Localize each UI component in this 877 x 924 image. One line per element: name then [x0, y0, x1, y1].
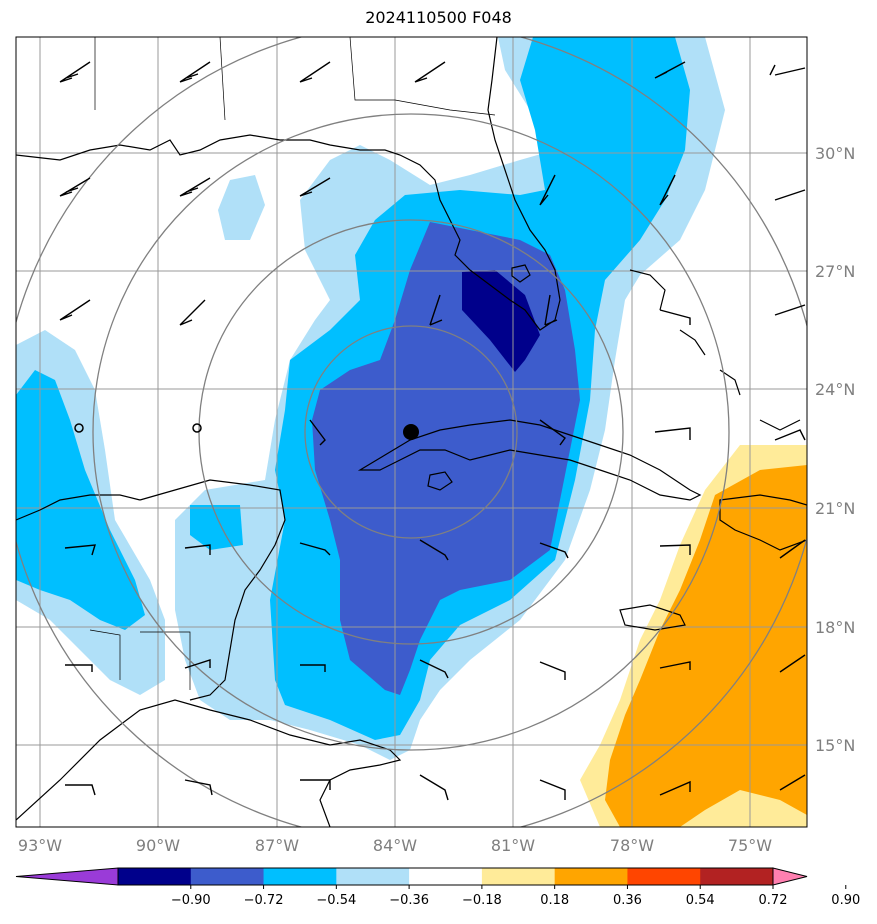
lat-label: 15°N	[815, 736, 855, 755]
lat-label: 21°N	[815, 499, 855, 518]
colorbar-segment	[627, 868, 701, 885]
anomaly-navy-fill	[462, 270, 540, 372]
lon-label: 78°W	[610, 836, 654, 855]
anomaly-orange-fill	[605, 465, 807, 827]
map-frame	[15, 36, 808, 828]
lon-label: 90°W	[136, 836, 180, 855]
colorbar-tick-label: −0.90	[171, 893, 211, 908]
calm-wind-circle	[192, 423, 202, 433]
colorbar-tick-label: −0.54	[316, 893, 356, 908]
wind-barbs	[59, 61, 806, 801]
colorbar-tick-label: 0.90	[831, 893, 860, 908]
colorbar-tick-label: 0.72	[759, 893, 788, 908]
lon-label: 75°W	[728, 836, 772, 855]
colorbar-extend-low	[15, 867, 119, 886]
coastlines	[16, 37, 807, 827]
colorbar-segment	[190, 868, 265, 885]
colorbar-segment	[336, 868, 410, 885]
lat-label: 18°N	[815, 618, 855, 637]
political-boundaries	[89, 37, 496, 690]
lat-label: 27°N	[815, 262, 855, 281]
colorbar-tick-label: 0.18	[540, 893, 569, 908]
colorbar-outline	[117, 867, 774, 886]
lon-label: 81°W	[491, 836, 535, 855]
colorbar-segment	[409, 868, 483, 885]
colorbar: −0.90 −0.72 −0.54 −0.36 −0.18 0.18 0.36 0.54 0.7…	[15, 867, 860, 908]
lon-label: 93°W	[18, 836, 62, 855]
colorbar-segment	[481, 868, 556, 885]
colorbar-tick-label: 0.36	[613, 893, 642, 908]
colorbar-segment	[263, 868, 337, 885]
colorbar-segment	[700, 868, 774, 885]
storm-center-dot	[403, 424, 419, 440]
map-title: 2024110500 F048	[365, 8, 512, 27]
latitude-labels: 30°N 27°N 24°N 21°N 18°N 15°N	[815, 144, 855, 755]
lat-label: 30°N	[815, 144, 855, 163]
colorbar-tick-label: 0.54	[686, 893, 715, 908]
map-area	[16, 37, 807, 827]
colorbar-segment	[554, 868, 628, 885]
lon-label: 84°W	[373, 836, 417, 855]
lon-label: 87°W	[255, 836, 299, 855]
calm-wind-circle	[74, 423, 84, 433]
colorbar-tick-label: −0.36	[389, 893, 429, 908]
colorbar-segment	[118, 868, 192, 885]
colorbar-extend-high	[772, 867, 808, 886]
longitude-labels: 93°W 90°W 87°W 84°W 81°W 78°W 75°W	[18, 836, 772, 855]
colorbar-tick-label: −0.72	[244, 893, 284, 908]
colorbar-tick-label: −0.18	[462, 893, 502, 908]
lat-label: 24°N	[815, 380, 855, 399]
